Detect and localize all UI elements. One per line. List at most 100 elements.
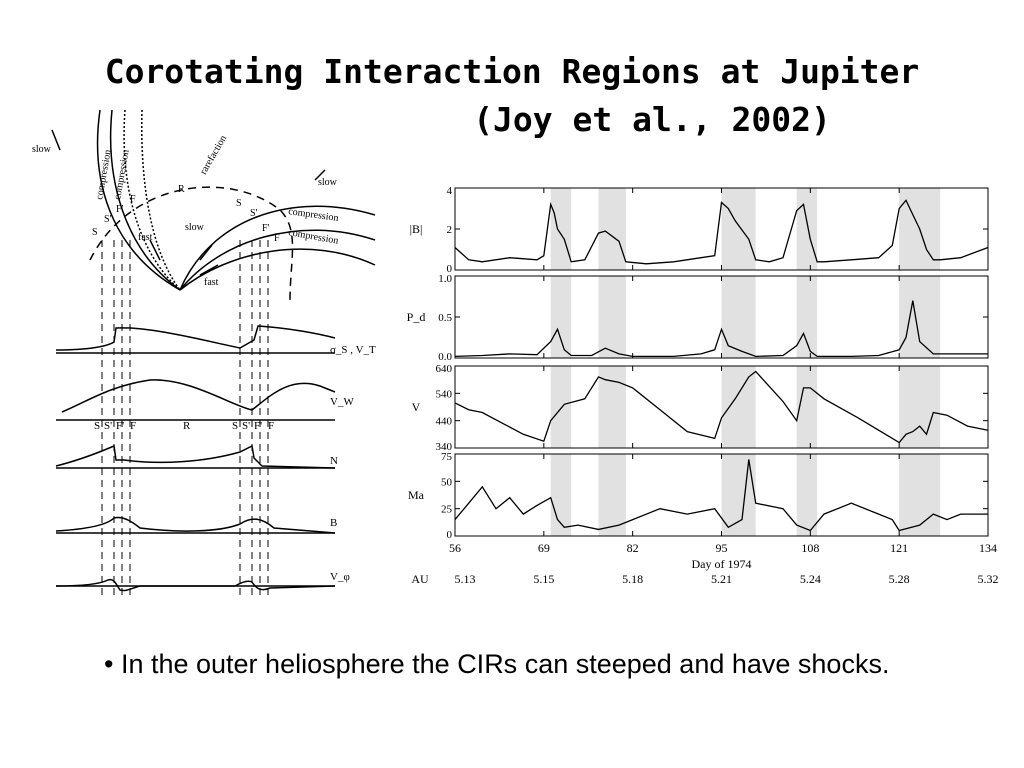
au-tick-label: 5.24 <box>800 572 821 586</box>
y-tick-label: 0 <box>447 263 453 275</box>
dashed-arc <box>89 186 294 301</box>
au-tick-label: 5.13 <box>455 572 476 586</box>
label-profile-vw: V_W <box>330 396 354 408</box>
panel-ylabel: P_d <box>407 310 426 324</box>
spiral-line-4 <box>141 109 181 291</box>
label-rarefaction: rarefaction <box>198 133 229 176</box>
bullet-text: • In the outer heliosphere the CIRs can … <box>104 649 890 679</box>
label-profile-b: B <box>330 517 337 529</box>
row-label-Sp-2: S' <box>242 420 250 432</box>
panel-ylabel: Ma <box>408 488 425 502</box>
y-tick-label: 4 <box>447 185 453 197</box>
y-tick-label: 75 <box>441 451 453 463</box>
row-label-F-1: F <box>130 420 136 432</box>
label-compression-2: compression <box>112 149 132 201</box>
label-R-top: R <box>178 184 185 195</box>
shaded-interval <box>721 366 756 448</box>
label-Fprime-left: F' <box>116 204 124 215</box>
y-tick-label: 0.0 <box>438 351 452 363</box>
panel-ylabel: |B| <box>410 222 423 236</box>
shaded-interval <box>899 454 941 536</box>
au-tick-label: 5.18 <box>622 572 643 586</box>
x-tick-label: 95 <box>716 541 728 555</box>
label-profile-n: N <box>330 455 338 467</box>
y-tick-label: 50 <box>441 476 453 488</box>
label-S-left: S <box>92 227 98 238</box>
label-slow-top-right: slow <box>318 177 338 188</box>
label-Sprime-left: S' <box>104 214 112 225</box>
slow-arrow-top-left <box>51 129 61 151</box>
spiral-line-2 <box>109 109 181 291</box>
profile-vw <box>61 379 336 413</box>
label-slow-top-left: slow <box>32 144 52 155</box>
x-tick-label: 121 <box>890 541 908 555</box>
label-profile-vphi: V_φ <box>330 571 350 583</box>
spiral-line-5 <box>179 205 376 291</box>
label-fast-2: fast <box>204 277 219 288</box>
x-tick-label: 134 <box>979 541 997 555</box>
slow-arrow-top-right <box>314 169 326 181</box>
label-fast-1: fast <box>138 232 153 243</box>
label-F-left: F <box>130 194 136 205</box>
fast-arrow-1 <box>149 239 161 261</box>
profile-b <box>55 516 336 534</box>
label-compression-3: compression <box>288 206 340 224</box>
spiral-line-3 <box>123 109 181 291</box>
slide-title-line1: Corotating Interaction Regions at Jupite… <box>104 52 920 91</box>
shaded-interval <box>721 276 756 358</box>
panel-ylabel: V <box>412 400 421 414</box>
label-F-right: F <box>274 233 280 244</box>
shaded-interval <box>899 276 941 358</box>
label-profile-sigma: σ_S , V_T <box>330 344 376 356</box>
y-tick-label: 640 <box>436 363 453 375</box>
shaded-interval <box>598 366 626 448</box>
series-line <box>454 300 988 358</box>
y-tick-label: 2 <box>447 224 453 236</box>
y-tick-label: 1.0 <box>438 273 452 285</box>
label-slow-mid: slow <box>185 222 205 233</box>
au-tick-label: 5.28 <box>889 572 910 586</box>
y-tick-label: 540 <box>436 388 453 400</box>
shaded-interval <box>796 454 818 536</box>
shaded-interval <box>796 188 818 270</box>
y-tick-label: 340 <box>436 441 453 453</box>
profile-n <box>55 444 336 469</box>
y-tick-label: 0.5 <box>438 312 452 324</box>
series-line <box>454 370 989 444</box>
x-tick-label: 69 <box>538 541 550 555</box>
row-label-F-2: F <box>268 420 274 432</box>
series-line <box>454 459 988 532</box>
y-tick-label: 25 <box>441 504 453 516</box>
shaded-interval <box>721 454 756 536</box>
au-label: AU <box>411 572 429 586</box>
row-label-R: R <box>183 420 191 432</box>
x-tick-label: 56 <box>449 541 461 555</box>
spiral-line-6 <box>179 229 376 291</box>
spiral-line-1 <box>96 109 181 291</box>
row-label-S-2: S <box>232 420 238 432</box>
label-S-right: S <box>236 198 242 209</box>
jupiter-cir-timeseries-chart: 0 2 4 |B| 0.0 0.5 1.0 P_d 340 440 540 640 V 0 25 50 75 Ma… <box>407 185 999 586</box>
shaded-interval <box>598 454 626 536</box>
x-tick-label: 82 <box>627 541 639 555</box>
label-Fprime-right: F' <box>262 223 270 234</box>
profile-vphi <box>55 578 336 592</box>
series-line <box>454 199 989 265</box>
label-Sprime-right: S' <box>250 208 258 219</box>
shaded-interval <box>550 276 572 358</box>
x-tick-label: 108 <box>801 541 819 555</box>
y-tick-label: 0 <box>447 529 453 541</box>
shaded-interval <box>721 188 756 270</box>
au-tick-label: 5.32 <box>978 572 999 586</box>
au-tick-label: 5.15 <box>533 572 554 586</box>
shaded-interval <box>598 188 626 270</box>
label-compression-1: compression <box>94 149 114 201</box>
row-label-Fp-2: F' <box>254 420 262 432</box>
cir-schematic: slow compression compression rarefaction… <box>32 109 376 595</box>
row-label-Fp-1: F' <box>116 420 124 432</box>
au-tick-label: 5.21 <box>711 572 732 586</box>
row-label-Sp-1: S' <box>104 420 112 432</box>
profile-sigma <box>55 325 336 351</box>
shaded-interval <box>598 276 626 358</box>
row-label-S-1: S <box>94 420 100 432</box>
